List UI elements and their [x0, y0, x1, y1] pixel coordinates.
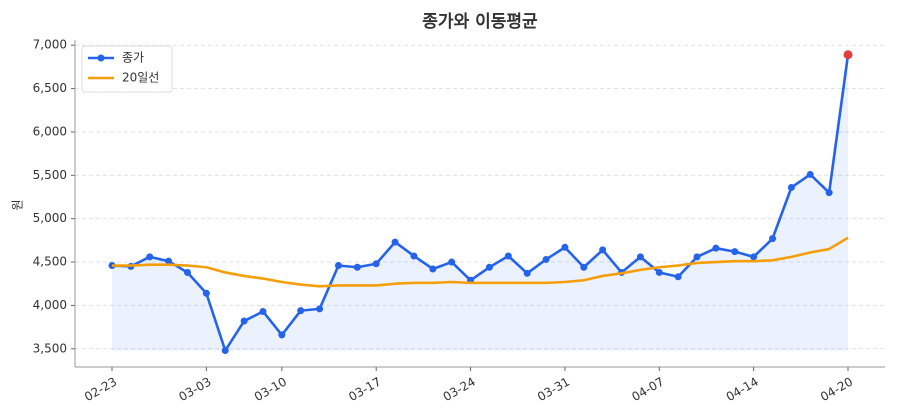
y-tick-label: 6,500: [33, 81, 67, 95]
y-axis-label: 원: [11, 199, 25, 210]
point: [485, 263, 493, 271]
legend-label: 종가: [122, 51, 144, 65]
y-tick-label: 5,000: [33, 211, 67, 225]
point: [146, 253, 154, 261]
y-tick-label: 4,000: [33, 298, 67, 312]
point: [750, 253, 758, 261]
point: [731, 248, 739, 256]
point: [636, 253, 644, 261]
point: [278, 331, 286, 339]
point: [429, 265, 437, 273]
point: [297, 307, 305, 315]
point: [561, 243, 569, 251]
point: [448, 258, 456, 266]
x-tick-label: 03-17: [346, 375, 383, 405]
point: [580, 263, 588, 271]
line: [111, 54, 850, 352]
y-tick-label: 3,500: [33, 341, 67, 355]
point: [410, 252, 418, 260]
x-tick-label: 03-10: [252, 375, 289, 405]
area: [112, 54, 848, 351]
point: [674, 273, 682, 281]
y-tick-label: 7,000: [33, 38, 67, 52]
point: [655, 268, 663, 276]
legend-label: 20일선: [122, 71, 159, 85]
legend-marker: [97, 54, 105, 62]
chart-title: 종가와 이동평균: [422, 12, 538, 32]
point: [316, 305, 324, 313]
point: [183, 268, 191, 276]
point: [806, 170, 814, 178]
point: [259, 307, 267, 315]
point: [504, 252, 512, 260]
y-tick-label: 6,000: [33, 124, 67, 138]
y-tick-label: 5,500: [33, 168, 67, 182]
x-tick-label: 03-31: [535, 375, 572, 405]
point: [693, 253, 701, 261]
x-tick-label: 04-07: [629, 375, 666, 405]
point: [542, 255, 550, 263]
point: [599, 246, 607, 254]
point: [353, 263, 361, 271]
point: [334, 262, 342, 270]
highlight-point: [843, 50, 853, 60]
point: [165, 257, 173, 265]
x-tick-label: 04-20: [818, 375, 855, 405]
point: [787, 183, 795, 191]
point: [202, 289, 210, 297]
x-tick-label: 03-24: [441, 375, 478, 405]
point: [372, 260, 380, 268]
point: [391, 238, 399, 246]
x-tick-label: 02-23: [82, 375, 119, 405]
x-tick-label: 04-14: [724, 375, 761, 405]
point: [769, 235, 777, 243]
point: [825, 189, 833, 197]
point: [523, 269, 531, 277]
point: [240, 317, 248, 325]
legend: 종가 20일선: [81, 45, 173, 93]
y-tick-label: 4,500: [33, 255, 67, 269]
point: [221, 347, 229, 355]
x-tick-label: 03-03: [176, 375, 213, 405]
line: [112, 236, 849, 288]
point: [712, 244, 720, 252]
